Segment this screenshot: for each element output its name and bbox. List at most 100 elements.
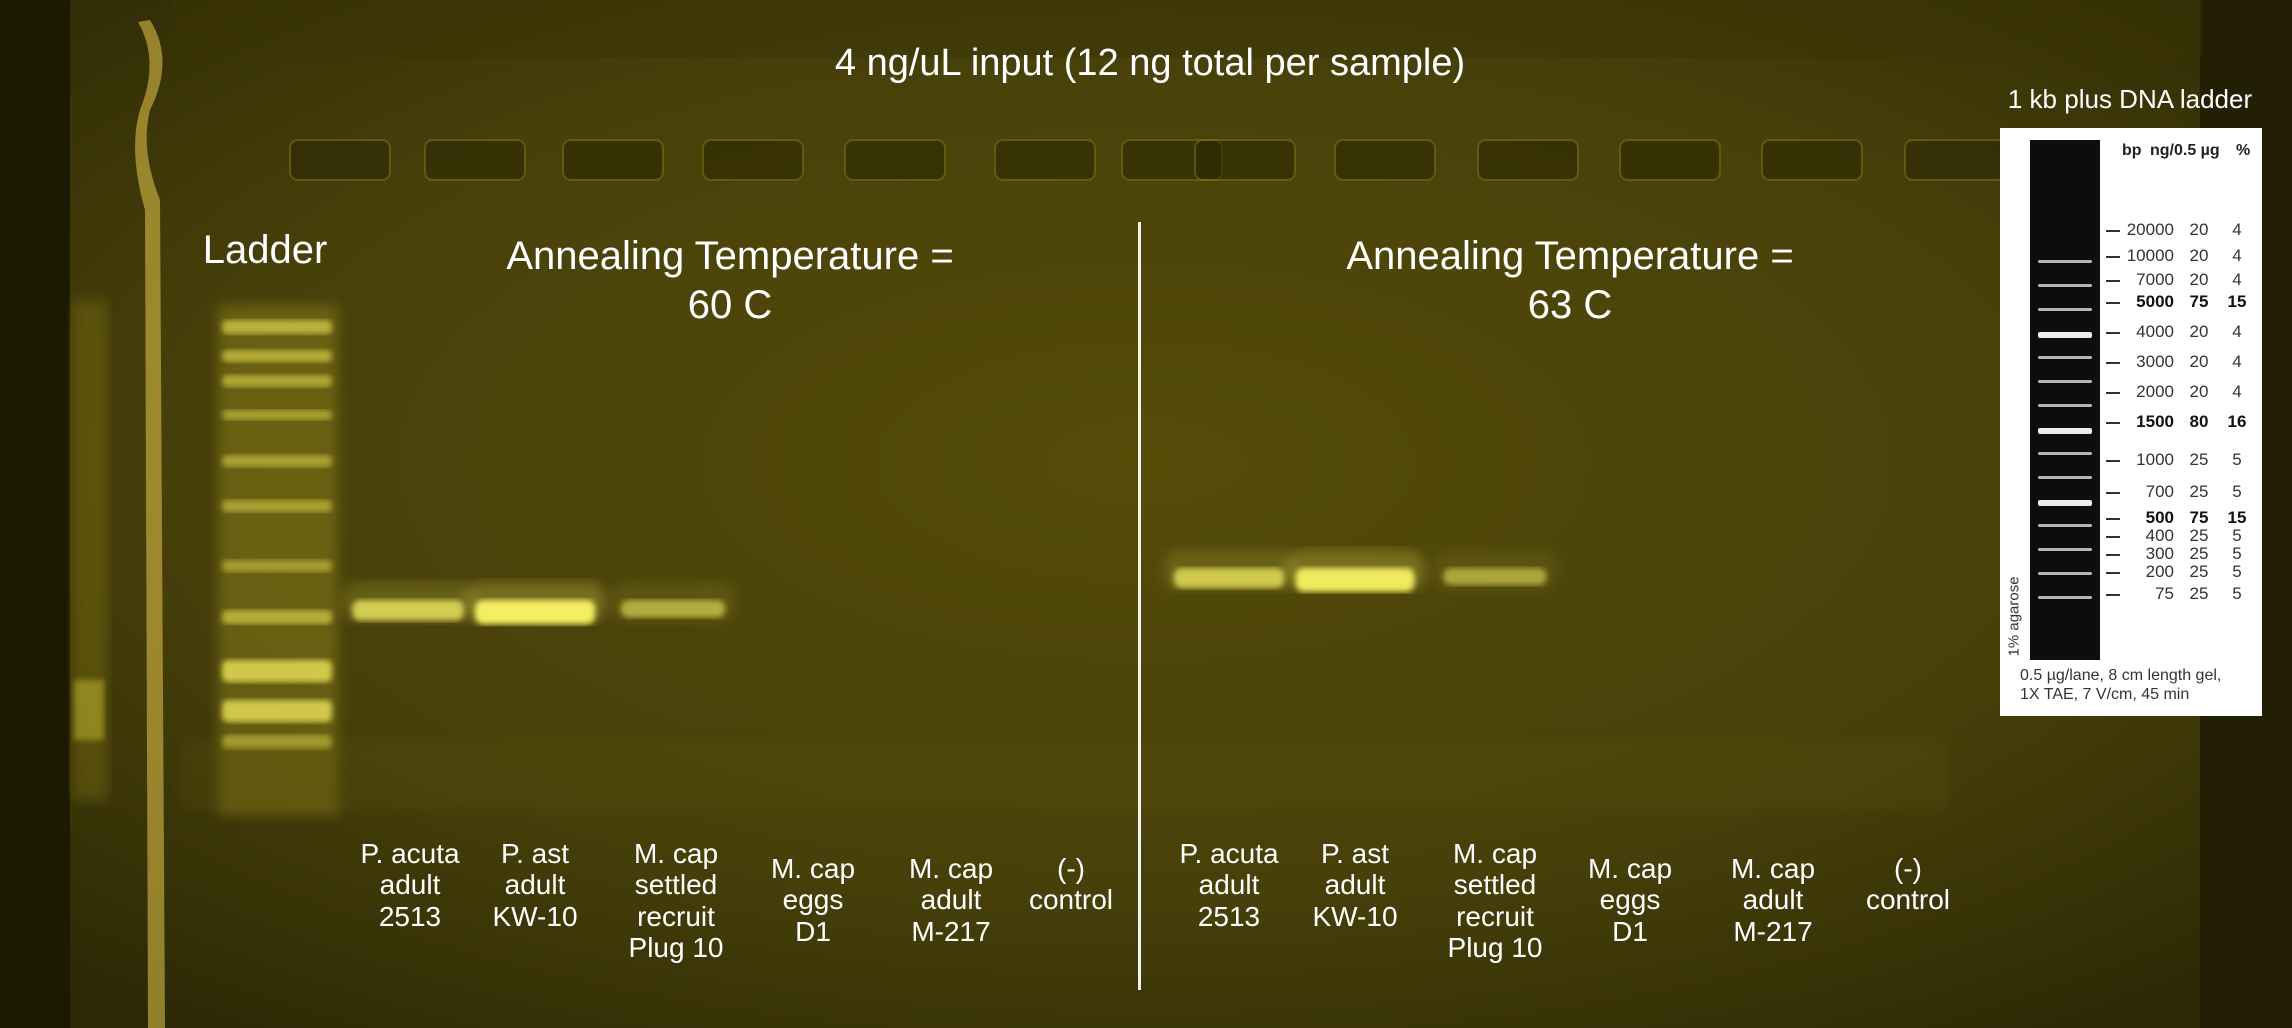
lane-label-left-1: P. acuta adult 2513 bbox=[360, 838, 460, 932]
well-4 bbox=[702, 139, 804, 181]
reference-tick bbox=[2106, 554, 2120, 556]
lane-label-left-5: M. cap adult M-217 bbox=[908, 853, 994, 947]
reference-bp: 300 bbox=[2145, 544, 2174, 563]
reference-pct: 5 bbox=[2232, 544, 2242, 563]
reference-header-pct: % bbox=[2236, 142, 2251, 159]
ladder-lane bbox=[218, 305, 338, 815]
reference-pct: 5 bbox=[2232, 450, 2242, 469]
reference-bp: 1500 bbox=[2136, 412, 2174, 431]
reference-ladder-title: 1 kb plus DNA ladder bbox=[2007, 84, 2253, 114]
lane-label-right-1: P. acuta adult 2513 bbox=[1179, 838, 1279, 932]
reference-tick bbox=[2106, 302, 2120, 304]
reference-header-ng: ng/0.5 µg bbox=[2150, 142, 2220, 159]
well-13 bbox=[1904, 139, 2006, 181]
reference-bp: 5000 bbox=[2136, 292, 2174, 311]
reference-ng: 75 bbox=[2189, 508, 2209, 527]
well-8 bbox=[1194, 139, 1296, 181]
agarose-note: 1% agarose bbox=[2005, 576, 2023, 657]
lane-label-right-6: (-) control bbox=[1865, 853, 1951, 916]
marker-lane bbox=[72, 300, 108, 800]
well-5 bbox=[844, 139, 946, 181]
band-right-2 bbox=[1295, 568, 1415, 592]
reference-ng: 20 bbox=[2189, 220, 2209, 239]
reference-tick bbox=[2106, 280, 2120, 282]
reference-pct: 15 bbox=[2227, 292, 2247, 311]
reference-pct: 4 bbox=[2232, 220, 2242, 239]
reference-bp: 200 bbox=[2145, 562, 2174, 581]
reference-band bbox=[2038, 428, 2092, 434]
well-9 bbox=[1334, 139, 1436, 181]
reference-pct: 4 bbox=[2232, 322, 2242, 341]
reference-ng: 20 bbox=[2189, 246, 2209, 265]
group-divider bbox=[1138, 222, 1141, 990]
reference-ng: 20 bbox=[2189, 352, 2209, 371]
reference-ladder-card: bp ng/0.5 µg % 20000 20 4 10000 20 4 7000 20 4 50… bbox=[2000, 128, 2262, 716]
reference-bp: 400 bbox=[2145, 526, 2174, 545]
reference-tick bbox=[2106, 332, 2120, 334]
reference-ng: 80 bbox=[2189, 412, 2209, 431]
lane-label-left-4: M. cap eggs D1 bbox=[770, 853, 856, 947]
reference-band bbox=[2038, 356, 2092, 359]
lane-label-right-2: P. ast adult KW-10 bbox=[1312, 838, 1398, 932]
reference-pct: 5 bbox=[2232, 562, 2242, 581]
reference-ng: 20 bbox=[2189, 270, 2209, 289]
well-10 bbox=[1477, 139, 1579, 181]
reference-tick bbox=[2106, 536, 2120, 538]
annealing-temp-60-label: Annealing Temperature = 60 C bbox=[506, 234, 954, 327]
reference-tick bbox=[2106, 392, 2120, 394]
reference-bp: 75 bbox=[2155, 584, 2174, 603]
well-12 bbox=[1761, 139, 1863, 181]
reference-footnote: 0.5 µg/lane, 8 cm length gel, 1X TAE, 7 … bbox=[2020, 667, 2222, 704]
reference-pct: 5 bbox=[2232, 584, 2242, 603]
lane-label-right-3: M. cap settled recruit Plug 10 bbox=[1447, 838, 1543, 964]
reference-ng: 25 bbox=[2189, 482, 2209, 501]
reference-bp: 500 bbox=[2145, 508, 2174, 527]
reference-ng: 75 bbox=[2189, 292, 2209, 311]
band-right-1 bbox=[1173, 568, 1285, 588]
reference-pct: 4 bbox=[2232, 352, 2242, 371]
reference-band bbox=[2038, 380, 2092, 383]
reference-tick bbox=[2106, 460, 2120, 462]
annealing-temp-63-label: Annealing Temperature = 63 C bbox=[1346, 234, 1794, 327]
lane-label-left-6: (-) control bbox=[1028, 853, 1114, 916]
reference-band bbox=[2038, 260, 2092, 263]
reference-pct: 4 bbox=[2232, 246, 2242, 265]
lane-label-left-2: P. ast adult KW-10 bbox=[492, 838, 578, 932]
reference-ng: 25 bbox=[2189, 562, 2209, 581]
reference-bp: 700 bbox=[2145, 482, 2174, 501]
reference-band bbox=[2038, 500, 2092, 506]
reference-bp: 20000 bbox=[2126, 220, 2174, 239]
lane-label-right-5: M. cap adult M-217 bbox=[1730, 853, 1816, 947]
reference-pct: 4 bbox=[2232, 270, 2242, 289]
band-left-2 bbox=[475, 600, 595, 624]
reference-pct: 5 bbox=[2232, 526, 2242, 545]
well-3 bbox=[562, 139, 664, 181]
band-right-3 bbox=[1443, 568, 1547, 585]
reference-band bbox=[2038, 452, 2092, 455]
reference-ladder-lane bbox=[2030, 140, 2100, 660]
band-left-3 bbox=[620, 600, 726, 618]
pcr-bands bbox=[342, 550, 1557, 624]
reference-band bbox=[2038, 572, 2092, 575]
reference-bp: 2000 bbox=[2136, 382, 2174, 401]
reference-bp: 10000 bbox=[2126, 246, 2174, 265]
reference-ng: 20 bbox=[2189, 382, 2209, 401]
reference-tick bbox=[2106, 518, 2120, 520]
reference-ng: 20 bbox=[2189, 322, 2209, 341]
reference-tick bbox=[2106, 362, 2120, 364]
reference-tick bbox=[2106, 230, 2120, 232]
reference-band bbox=[2038, 332, 2092, 338]
reference-pct: 5 bbox=[2232, 482, 2242, 501]
reference-band bbox=[2038, 524, 2092, 527]
reference-band bbox=[2038, 308, 2092, 311]
reference-pct: 15 bbox=[2227, 508, 2247, 527]
reference-bp: 7000 bbox=[2136, 270, 2174, 289]
reference-bp: 4000 bbox=[2136, 322, 2174, 341]
lane-label-right-4: M. cap eggs D1 bbox=[1587, 853, 1673, 947]
gel-title: 4 ng/uL input (12 ng total per sample) bbox=[834, 42, 1466, 84]
reference-tick bbox=[2106, 256, 2120, 258]
well-11 bbox=[1619, 139, 1721, 181]
reference-tick bbox=[2106, 422, 2120, 424]
well-2 bbox=[424, 139, 526, 181]
